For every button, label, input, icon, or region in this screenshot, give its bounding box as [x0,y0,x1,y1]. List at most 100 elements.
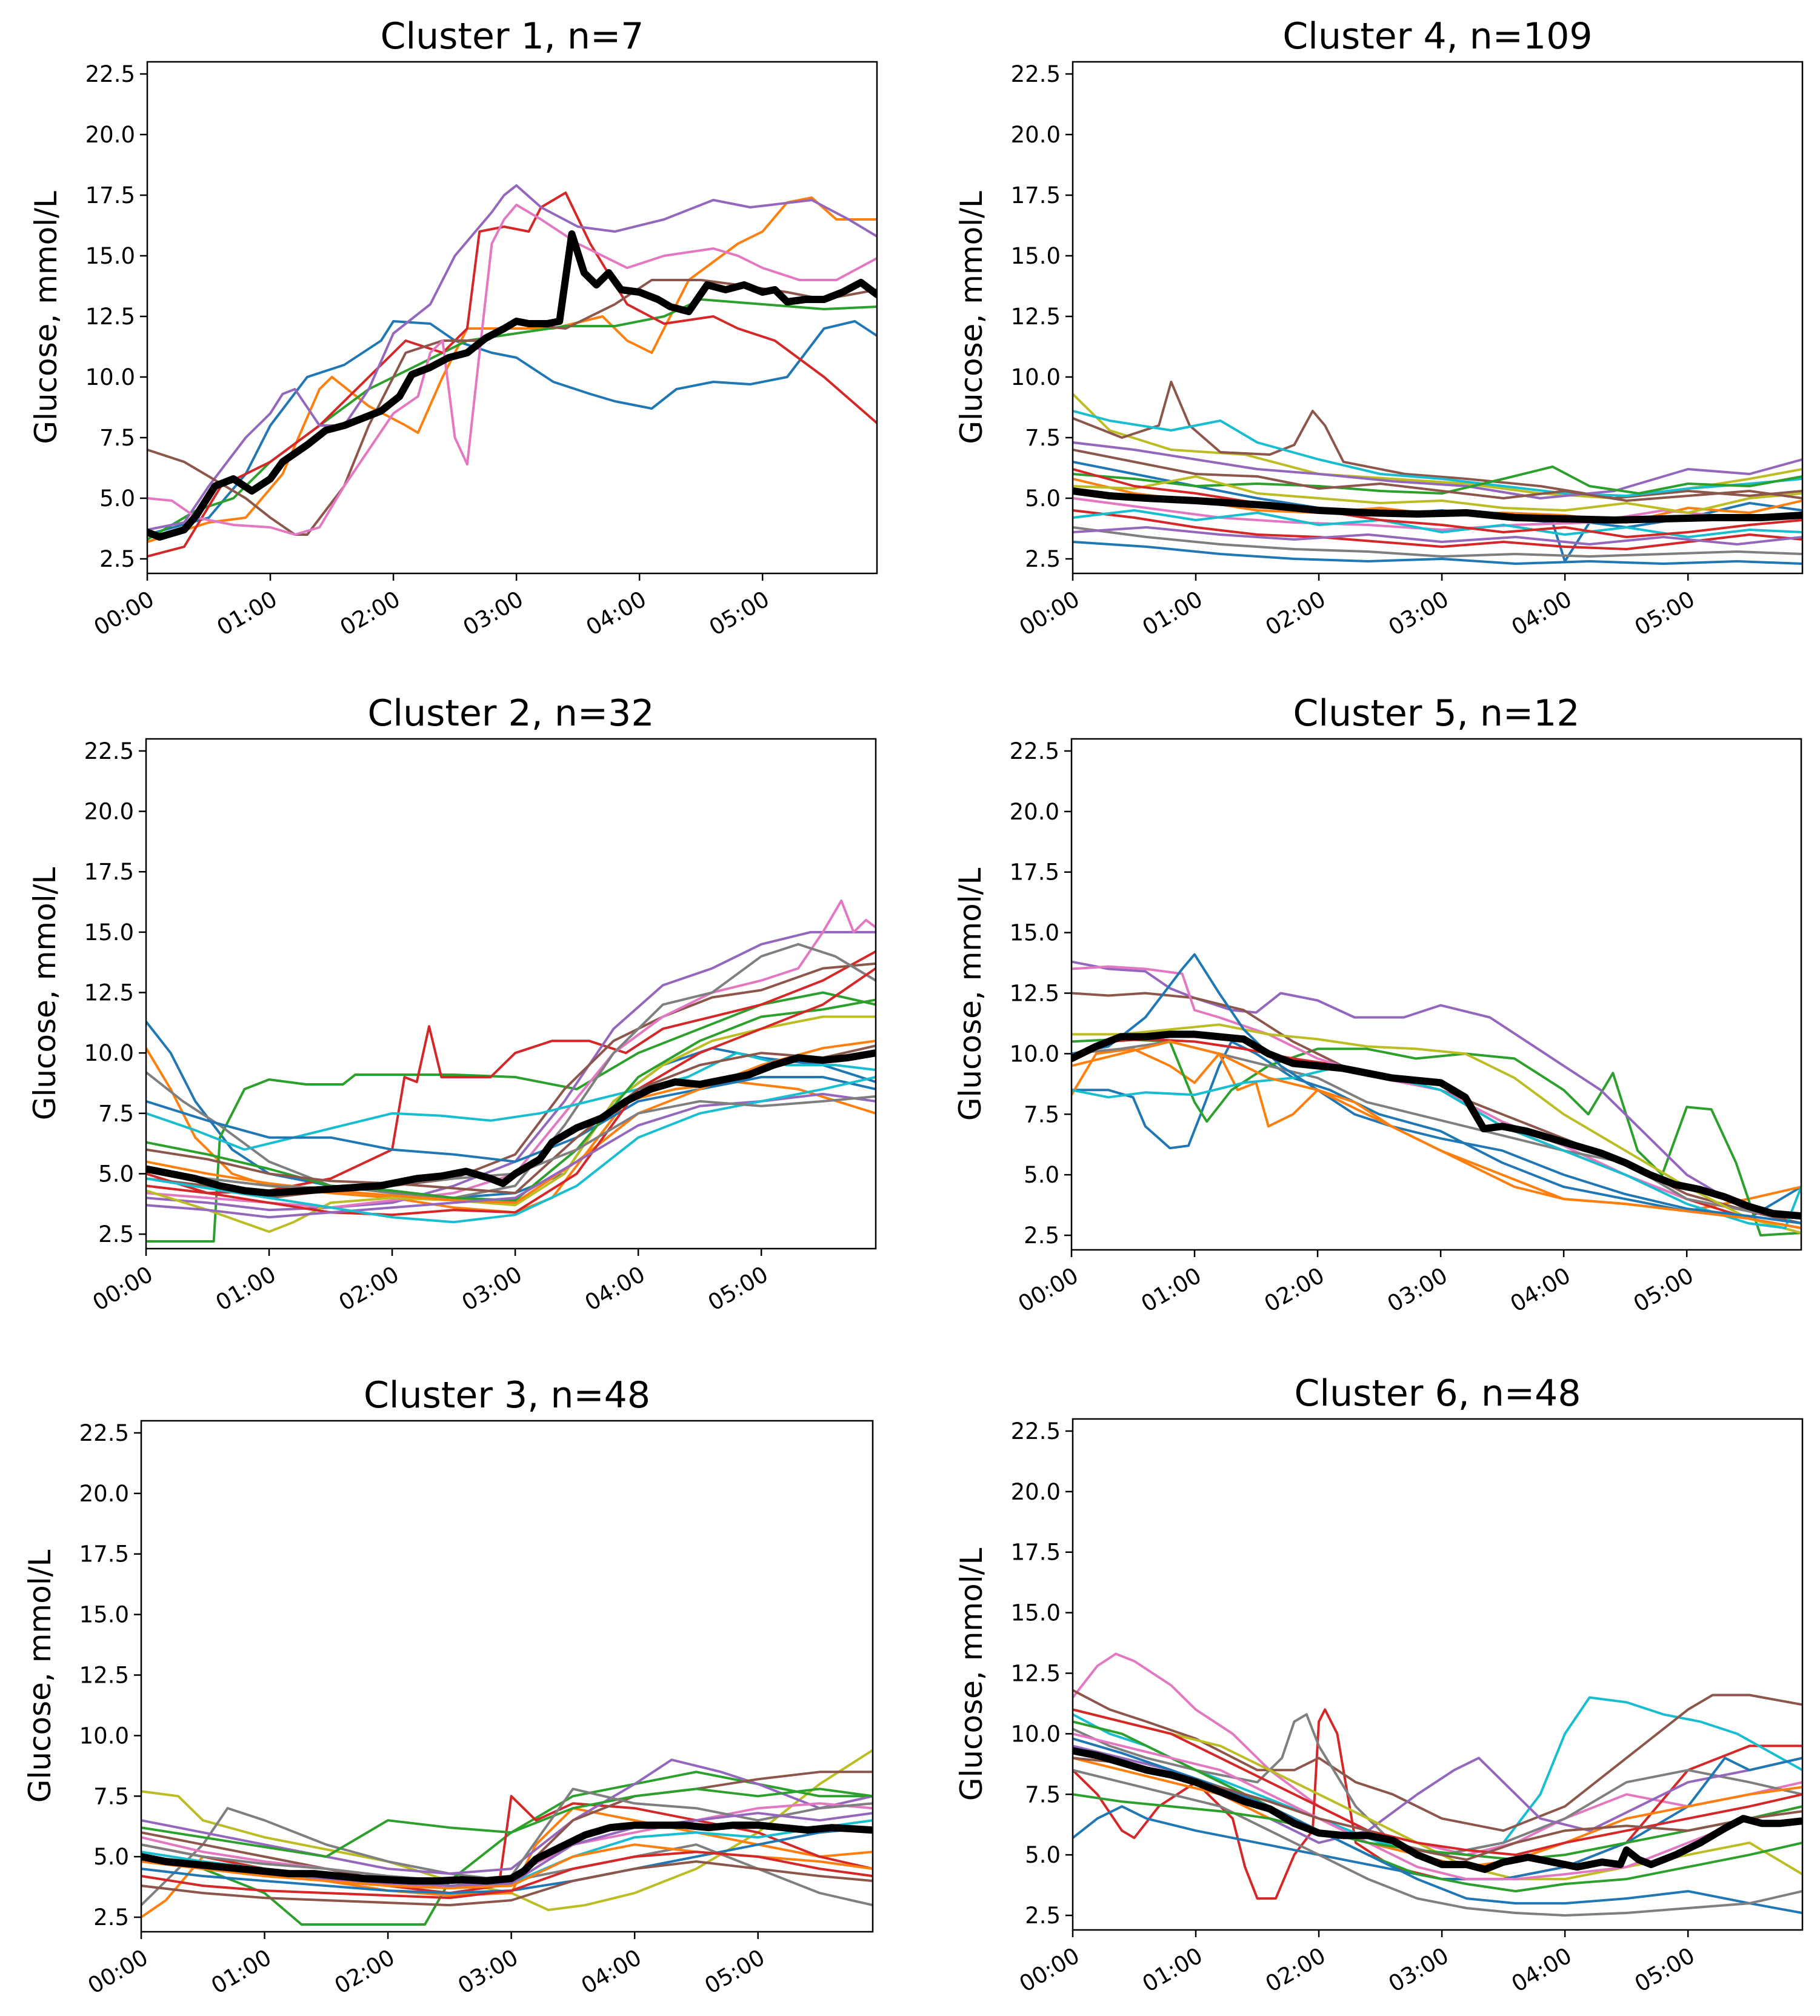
series-line-trace-cyan2 [1073,509,1802,538]
series-line-trace-purple [1073,441,1802,499]
chart-title: Cluster 4, n=109 [1282,15,1592,58]
y-tick-label: 17.5 [84,859,134,885]
series-line-trace-orange [147,196,877,543]
series-line-trace-blue2 [1073,1737,1802,1914]
chart-title: Cluster 5, n=12 [1293,692,1580,735]
y-tick-label: 22.5 [1010,738,1059,764]
y-tick-label: 2.5 [1025,546,1061,572]
y-tick-label: 7.5 [1025,1781,1061,1807]
y-tick-label: 22.5 [1011,1418,1061,1444]
series-line-trace-brown [146,962,876,1200]
series-line-trace-pink2 [1073,1732,1802,1881]
series-line-trace-brown2 [141,1860,873,1907]
y-tick-label: 5.0 [1024,1162,1059,1188]
chart-title: Cluster 2, n=32 [368,692,655,735]
chart-panel-5: Cluster 3, n=48 Glucose, mmol/L 2.5 5.0 7.5 1… [22,1374,874,1999]
series-line-trace-red2 [141,1851,873,1900]
y-axis-label: Glucose, mmol/L [954,191,989,444]
series-line-trace-orange2 [1072,1040,1801,1229]
y-tick-label: 5.0 [1025,1842,1061,1868]
y-tick-label: 20.0 [1011,1479,1061,1505]
series-line-trace-red [1073,509,1802,550]
trace-group [141,1749,873,1926]
y-tick-label: 12.5 [1011,1661,1061,1687]
y-tick-label: 15.0 [84,920,134,946]
y-tick-label: 10.0 [84,1040,134,1066]
series-line-trace-gray [1073,526,1802,558]
series-line-cluster-mean [147,230,877,541]
plot-frame [140,1420,874,1933]
series-line-trace-blue2 [1072,953,1801,1225]
series-line-trace-olive2 [1073,475,1802,514]
series-line-cluster-mean [141,1821,873,1885]
plot-frame [145,738,877,1250]
y-axis-label: Glucose, mmol/L [27,867,62,1121]
y-tick-label: 7.5 [99,425,135,451]
series-line-cluster-mean [1073,487,1802,524]
y-tick-label: 5.0 [93,1844,129,1870]
chart-title: Cluster 6, n=48 [1295,1372,1581,1415]
series-line-trace-green2 [141,1787,873,1858]
plot-frame [1072,61,1804,575]
y-axis-label: Glucose, mmol/L [954,1548,989,1801]
y-tick-label: 20.0 [85,122,135,148]
series-line-trace-pink [147,204,877,536]
y-tick-label: 15.0 [1011,243,1061,269]
y-tick-label: 10.0 [1011,1721,1061,1747]
y-axis-label: Glucose, mmol/L [953,868,988,1121]
y-tick-label: 5.0 [1025,486,1061,512]
y-tick-label: 17.5 [85,182,135,209]
series-line-trace-red2 [146,967,876,1217]
y-tick-label: 20.0 [1010,799,1059,825]
series-line-cluster-mean [1073,1747,1802,1874]
trace-group [1073,381,1802,565]
series-line-trace-purple [146,930,876,1212]
series-line-trace-blue [1072,1040,1801,1220]
series-line-cluster-mean [146,1049,876,1197]
series-line-trace-purple2 [1073,526,1802,546]
series-line-trace-orange2 [146,1040,876,1204]
y-tick-label: 22.5 [79,1420,129,1446]
series-line-trace-green [1073,466,1802,495]
series-line-trace-green2 [146,998,876,1202]
y-tick-label: 10.0 [85,364,135,390]
series-line-trace-purple [141,1758,873,1875]
trace-group [146,900,876,1243]
series-line-trace-brown2 [146,1044,876,1195]
y-tick-label: 15.0 [79,1602,129,1628]
series-line-trace-purple [1072,960,1801,1225]
y-tick-label: 10.0 [1011,364,1061,390]
series-line-trace-brown [1073,1689,1802,1832]
y-tick-label: 20.0 [79,1481,129,1507]
y-axis-label: Glucose, mmol/L [22,1550,58,1803]
y-axis-label: Glucose, mmol/L [28,191,64,444]
series-line-trace-red2 [1073,468,1802,538]
series-line-trace-olive [1072,1023,1801,1234]
y-tick-label: 22.5 [84,738,134,764]
y-tick-label: 20.0 [84,799,134,825]
chart-title: Cluster 3, n=48 [364,1374,650,1417]
series-line-cluster-mean [1072,1030,1801,1220]
chart-title: Cluster 1, n=7 [381,15,644,58]
series-line-trace-olive [146,1015,876,1233]
trace-group [147,184,877,558]
series-line-trace-green [1072,1038,1801,1237]
y-tick-label: 12.5 [1011,304,1061,330]
y-tick-label: 7.5 [1024,1101,1059,1127]
y-tick-label: 10.0 [79,1723,129,1749]
series-line-trace-cyan [146,1052,876,1151]
series-line-trace-green [146,991,876,1243]
y-tick-label: 7.5 [93,1783,129,1809]
y-tick-label: 12.5 [84,980,134,1006]
y-tick-label: 12.5 [85,304,135,330]
y-tick-label: 22.5 [1011,61,1061,87]
y-tick-label: 10.0 [1010,1041,1059,1067]
y-tick-label: 7.5 [98,1101,134,1127]
plot-frame [1070,738,1802,1251]
y-tick-label: 12.5 [79,1663,129,1689]
series-line-trace-cyan [1073,410,1802,497]
y-tick-label: 17.5 [1011,1540,1061,1566]
y-tick-label: 17.5 [1011,182,1061,209]
